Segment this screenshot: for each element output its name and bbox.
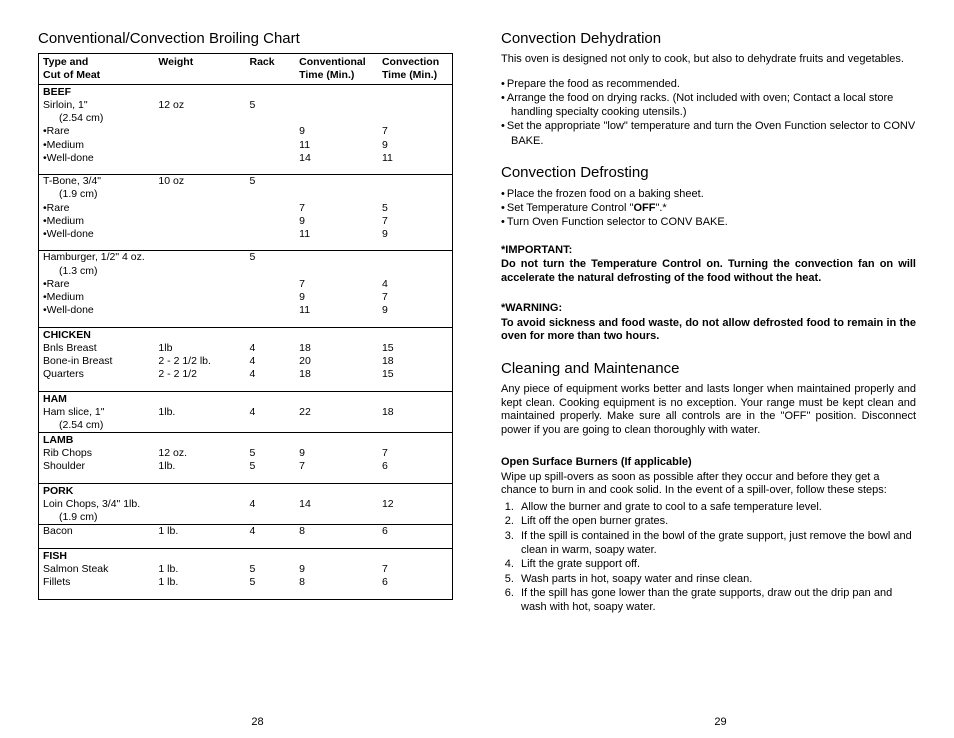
row-tbone-well: •Well-done119 xyxy=(39,228,453,241)
row-pork-loinchops: Loin Chops, 3/4" 1lb.41412 xyxy=(39,498,453,511)
cat-chicken: CHICKEN xyxy=(39,327,453,342)
left-page: Conventional/Convection Broiling Chart T… xyxy=(38,30,477,728)
dehydration-intro: This oven is designed not only to cook, … xyxy=(501,53,916,67)
row-hamburger-rare: •Rare74 xyxy=(39,278,453,291)
warning-label: *WARNING: xyxy=(501,302,916,316)
step-1: Allow the burner and grate to cool to a … xyxy=(517,500,916,514)
row-ham-slice: Ham slice, 1"1lb.42218 xyxy=(39,406,453,419)
row-tbone: T-Bone, 3/4"10 oz5 xyxy=(39,175,453,189)
th-weight: Weight xyxy=(154,53,245,84)
th-cvec: ConvectionTime (Min.) xyxy=(378,53,453,84)
row-lamb-ribchops: Rib Chops12 oz.597 xyxy=(39,447,453,460)
warning-text: To avoid sickness and food waste, do not… xyxy=(501,317,916,345)
th-rack: Rack xyxy=(245,53,295,84)
row-sirloin-rare: •Rare97 xyxy=(39,125,453,138)
cat-fish: FISH xyxy=(39,548,453,563)
important-label: *IMPORTANT: xyxy=(501,244,916,258)
open-burners-heading: Open Surface Burners (If applicable) xyxy=(501,456,916,470)
row-fish-fillets: Fillets1 lb.586 xyxy=(39,576,453,589)
step-3: If the spill is contained in the bowl of… xyxy=(517,529,916,558)
row-chicken-bnls: Bnls Breast1lb41815 xyxy=(39,342,453,355)
row-hamburger-well: •Well-done119 xyxy=(39,304,453,317)
row-tbone-med: •Medium97 xyxy=(39,215,453,228)
row-tbone-rare: •Rare75 xyxy=(39,202,453,215)
row-hamburger: Hamburger, 1/2" 4 oz.5 xyxy=(39,251,453,265)
row-chicken-bonein: Bone-in Breast2 - 2 1/2 lb.42018 xyxy=(39,355,453,368)
defrosting-b1: Place the frozen food on a baking sheet. xyxy=(501,187,916,201)
defrosting-b3: Turn Oven Function selector to CONV BAKE… xyxy=(501,215,916,229)
step-6: If the spill has gone lower than the gra… xyxy=(517,586,916,615)
cat-pork: PORK xyxy=(39,483,453,498)
step-5: Wash parts in hot, soapy water and rinse… xyxy=(517,572,916,586)
th-conv: ConventionalTime (Min.) xyxy=(295,53,378,84)
row-chicken-quarters: Quarters2 - 2 1/241815 xyxy=(39,368,453,381)
dehydration-bullets: Prepare the food as recommended. Arrange… xyxy=(501,77,916,148)
row-sirloin-well: •Well-done1411 xyxy=(39,152,453,165)
cat-beef: BEEF xyxy=(39,85,453,100)
page-number-right: 29 xyxy=(501,716,940,730)
defrosting-b2: Set Temperature Control "OFF".* xyxy=(501,201,916,215)
dehydration-b3: Set the appropriate "low" temperature an… xyxy=(501,119,916,148)
defrosting-title: Convection Defrosting xyxy=(501,164,916,183)
row-pork-bacon: Bacon1 lb.486 xyxy=(39,525,453,539)
cleaning-intro: Any piece of equipment works better and … xyxy=(501,383,916,438)
cat-lamb: LAMB xyxy=(39,432,453,447)
dehydration-b2: Arrange the food on drying racks. (Not i… xyxy=(501,91,916,120)
page-number-left: 28 xyxy=(38,716,477,730)
cleaning-title: Cleaning and Maintenance xyxy=(501,360,916,379)
th-type: Type andCut of Meat xyxy=(39,53,155,84)
row-fish-salmon: Salmon Steak1 lb.597 xyxy=(39,563,453,576)
dehydration-title: Convection Dehydration xyxy=(501,30,916,49)
broiling-table: Type andCut of Meat Weight Rack Conventi… xyxy=(38,53,453,600)
step-2: Lift off the open burner grates. xyxy=(517,514,916,528)
open-burners-text: Wipe up spill-overs as soon as possible … xyxy=(501,471,916,499)
cleaning-steps: Allow the burner and grate to cool to a … xyxy=(517,500,916,614)
row-sirloin-med: •Medium119 xyxy=(39,139,453,152)
step-4: Lift the grate support off. xyxy=(517,557,916,571)
row-lamb-shoulder: Shoulder1lb.576 xyxy=(39,460,453,473)
row-hamburger-med: •Medium97 xyxy=(39,291,453,304)
broiling-chart-title: Conventional/Convection Broiling Chart xyxy=(38,30,453,49)
cat-ham: HAM xyxy=(39,391,453,406)
right-page: Convection Dehydration This oven is desi… xyxy=(477,30,916,728)
defrosting-bullets: Place the frozen food on a baking sheet.… xyxy=(501,187,916,230)
row-sirloin: Sirloin, 1"12 oz5 xyxy=(39,99,453,112)
dehydration-b1: Prepare the food as recommended. xyxy=(501,77,916,91)
important-text: Do not turn the Temperature Control on. … xyxy=(501,258,916,286)
